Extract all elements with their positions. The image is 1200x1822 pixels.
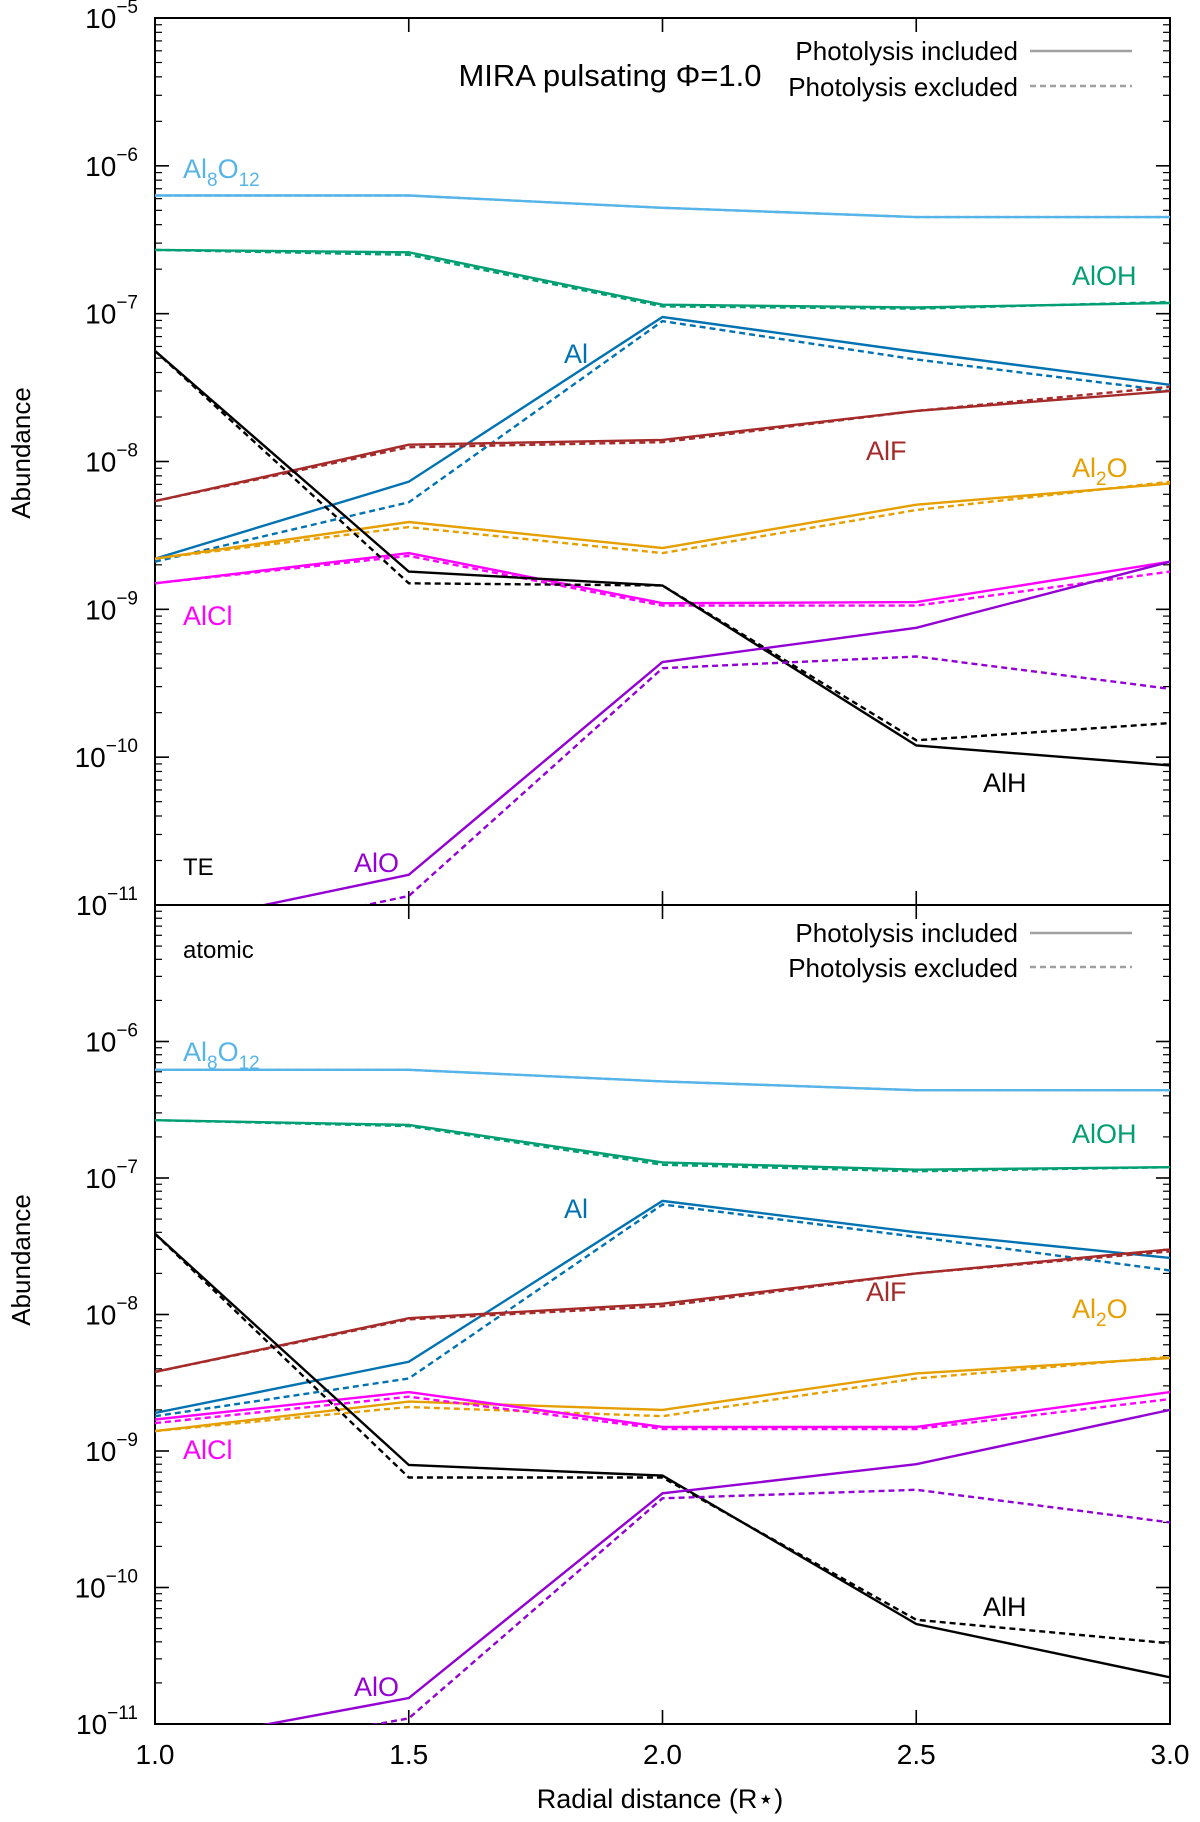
x-tick-label: 2.0 (643, 1739, 682, 1770)
bottom-label-alh: AlH (983, 1592, 1027, 1622)
series-alo-photolysis-excluded (360, 655, 1170, 905)
y-tick-label: 10−10 (75, 1567, 138, 1604)
series-al-photolysis-included (155, 1199, 1170, 1415)
series-alf-photolysis-included (155, 389, 1170, 503)
series-alf-photolysis-included (155, 1248, 1170, 1374)
series-al8o12-photolysis-included (155, 194, 1170, 219)
panel-bottom: 10−11 10−10 10−9 10−8 10−7 10−6 1.0 1.5 2.0 2.5 3.… (75, 904, 1190, 1770)
series-alh-photolysis-included (155, 349, 1170, 767)
series-al2o-photolysis-included (155, 1356, 1170, 1433)
y-tick-label: 10−11 (76, 1703, 138, 1740)
y-tick-label: 10−11 (76, 884, 138, 921)
series-alo-photolysis-included (262, 1408, 1170, 1724)
series-aloh-photolysis-excluded (155, 1119, 1170, 1173)
series-al8o12-photolysis-included (155, 1068, 1170, 1092)
series-al-photolysis-excluded (155, 1203, 1170, 1418)
series-alcl-photolysis-excluded (155, 554, 1170, 607)
y-tick-label: 10−9 (85, 1430, 138, 1467)
series-al2o-photolysis-included (155, 482, 1170, 560)
x-tick-label: 1.0 (136, 1739, 175, 1770)
top-y-axis-label: Abundance (6, 387, 36, 519)
bottom-label-al8o12: Al8O12 (183, 1037, 260, 1074)
chart-title: MIRA pulsating Φ=1.0 (458, 58, 761, 93)
series-lines (155, 1068, 1170, 1724)
bottom-label-al: Al (564, 1194, 588, 1224)
y-tick-label: 10−9 (85, 588, 138, 625)
top-label-al8o12: Al8O12 (183, 154, 260, 191)
bottom-panel-label: atomic (183, 937, 254, 964)
panel-top: 10−11 10−10 10−9 10−8 10−7 10−6 10−5 (75, 0, 1171, 921)
bottom-label-alf: AlF (866, 1277, 907, 1307)
y-tick-label: 10−10 (75, 736, 138, 773)
x-tick-label: 1.5 (389, 1739, 428, 1770)
series-alo-photolysis-excluded (371, 1488, 1170, 1724)
y-tick-label: 10−5 (85, 0, 138, 34)
legend-top-excluded-label: Photolysis excluded (788, 72, 1018, 102)
top-label-aloh: AlOH (1072, 261, 1137, 291)
top-panel-label: TE (183, 854, 214, 881)
y-tick-label: 10−6 (85, 1021, 138, 1058)
y-tick-label: 10−8 (85, 1294, 138, 1331)
top-label-alf: AlF (866, 436, 907, 466)
series-alh-photolysis-included (155, 1232, 1170, 1679)
x-axis-label: Radial distance (R⋆) (537, 1784, 784, 1814)
bottom-label-al2o: Al2O (1072, 1294, 1128, 1331)
legend-bottom-included-label: Photolysis included (795, 918, 1018, 948)
bottom-label-alo: AlO (354, 1672, 399, 1702)
series-alcl-photolysis-included (155, 1390, 1170, 1429)
top-label-alo: AlO (354, 848, 399, 878)
y-tick-label: 10−8 (85, 441, 138, 478)
series-alcl-photolysis-excluded (155, 1395, 1170, 1431)
bottom-label-alcl: AlCl (183, 1435, 233, 1465)
x-tick-label: 3.0 (1151, 1739, 1190, 1770)
series-aloh-photolysis-included (155, 248, 1170, 309)
series-alf-photolysis-excluded (155, 385, 1170, 503)
bottom-label-aloh: AlOH (1072, 1119, 1137, 1149)
top-label-alh: AlH (983, 768, 1027, 798)
series-alo-photolysis-included (258, 560, 1170, 905)
series-lines (155, 194, 1170, 905)
bottom-y-axis-label: Abundance (6, 1194, 36, 1326)
top-label-al2o: Al2O (1072, 453, 1128, 490)
series-al-photolysis-excluded (155, 319, 1170, 563)
y-tick-label: 10−7 (85, 293, 138, 330)
y-tick-label: 10−7 (85, 1157, 138, 1194)
top-label-alcl: AlCl (183, 601, 233, 631)
y-tick-label: 10−6 (85, 145, 138, 182)
legend-top-included-label: Photolysis included (795, 36, 1018, 66)
series-alh-photolysis-excluded (155, 1232, 1170, 1645)
series-al2o-photolysis-excluded (155, 1355, 1170, 1433)
series-aloh-photolysis-included (155, 1119, 1170, 1171)
top-label-al: Al (564, 339, 588, 369)
series-alcl-photolysis-included (155, 551, 1170, 605)
series-al2o-photolysis-excluded (155, 480, 1170, 560)
x-tick-label: 2.5 (897, 1739, 936, 1770)
legend-bottom-excluded-label: Photolysis excluded (788, 953, 1018, 983)
